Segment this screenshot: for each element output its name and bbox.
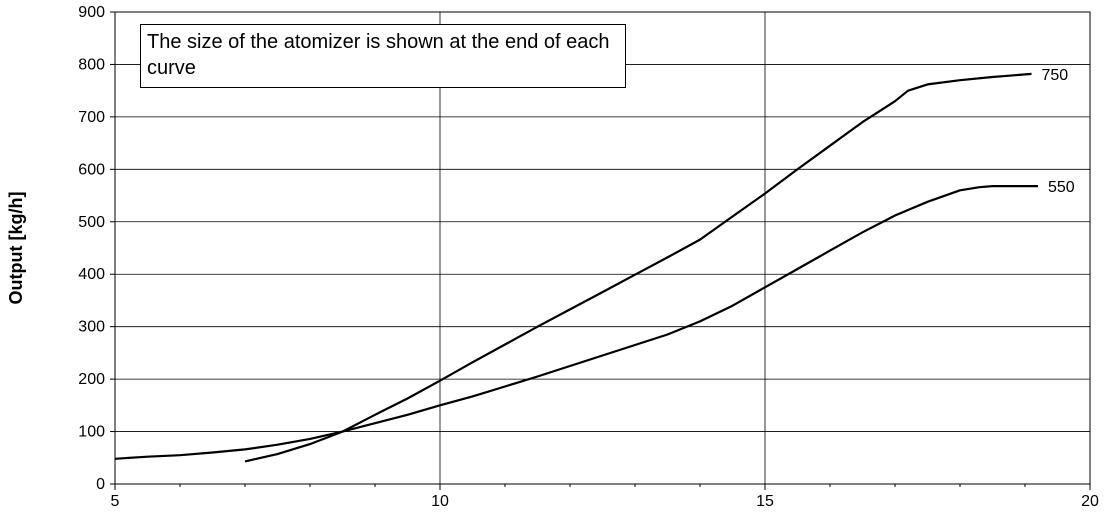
annotation-text: The size of the atomizer is shown at the… — [147, 31, 609, 79]
y-tick-label: 900 — [78, 4, 105, 21]
y-tick-label: 800 — [78, 56, 105, 73]
y-tick-label: 300 — [78, 319, 105, 336]
y-tick-label: 200 — [78, 371, 105, 388]
y-axis-label: Output [kg/h] — [6, 192, 26, 305]
y-tick-label: 500 — [78, 214, 105, 231]
x-tick-label: 5 — [111, 493, 120, 510]
x-tick-label: 20 — [1081, 493, 1099, 510]
x-tick-label: 10 — [431, 493, 449, 510]
y-tick-label: 100 — [78, 424, 105, 441]
y-tick-label: 600 — [78, 161, 105, 178]
y-tick-label: 400 — [78, 266, 105, 283]
annotation-box: The size of the atomizer is shown at the… — [140, 24, 626, 88]
x-tick-label: 15 — [756, 493, 774, 510]
y-tick-label: 0 — [96, 476, 105, 493]
series-end-label: 750 — [1042, 67, 1069, 84]
series-end-label: 550 — [1048, 179, 1075, 196]
y-tick-label: 700 — [78, 109, 105, 126]
